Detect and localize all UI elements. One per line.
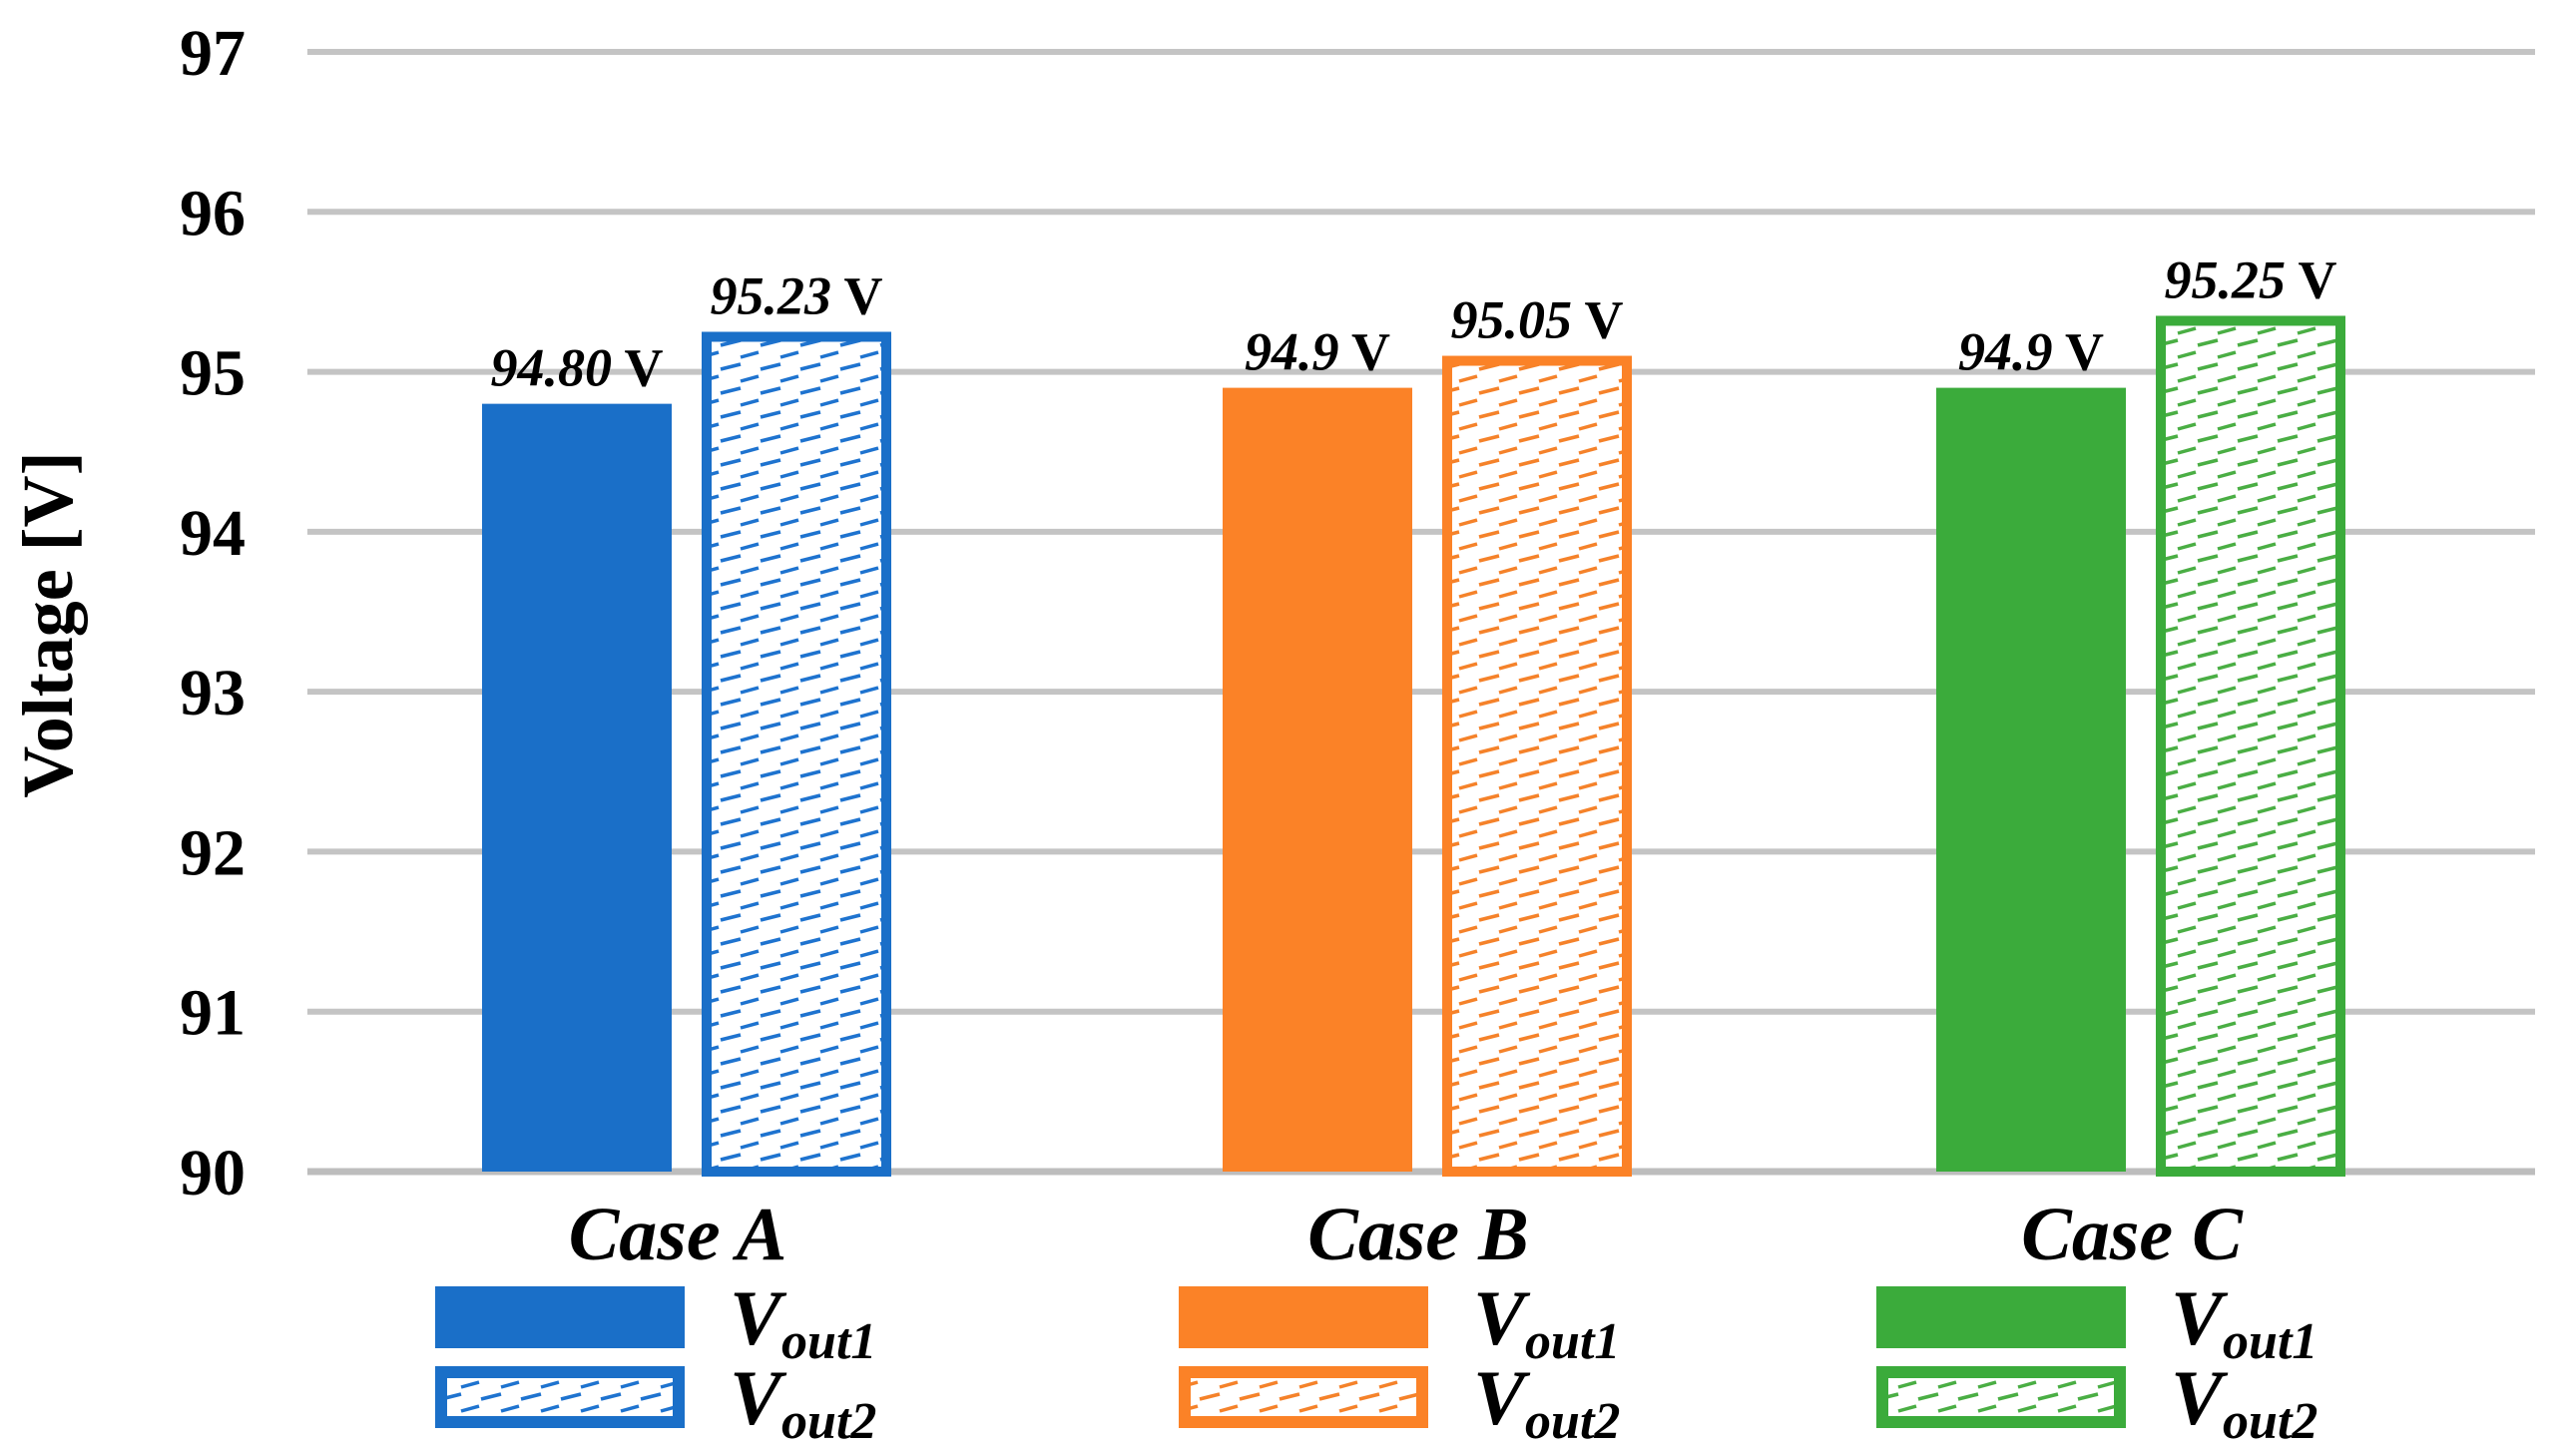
bar-vout2-case-a [702, 331, 891, 1177]
data-label: 95.25 V [2164, 249, 2336, 309]
y-tick-label: 95 [180, 337, 246, 410]
legend-label-vout1: Vout1 [1473, 1274, 1620, 1370]
bar-vout1-case-b [1223, 387, 1412, 1173]
legend-swatch-vout2 [1876, 1366, 2126, 1428]
category-labels: Case A Case B Case C [569, 1193, 2245, 1276]
data-label: 94.80 V [490, 338, 663, 398]
bar-vout1-case-a [482, 403, 672, 1173]
bar-vout2-case-c [2156, 315, 2345, 1177]
category-label: Case C [2021, 1193, 2244, 1276]
legend-swatch-vout1 [1179, 1286, 1428, 1348]
legend-label-vout2: Vout2 [2171, 1354, 2317, 1450]
data-label: 95.23 V [710, 266, 882, 326]
y-tick-label: 90 [180, 1137, 246, 1210]
data-labels: 94.80 V 95.23 V 94.9 V 95.05 V 94.9 V 95.25 V [490, 249, 2336, 397]
data-label: 94.9 V [1958, 322, 2104, 382]
y-axis-ticks: 90 91 92 93 94 95 96 97 [180, 17, 246, 1210]
legend-swatch-vout2 [1179, 1366, 1428, 1428]
y-tick-label: 93 [180, 657, 246, 729]
y-tick-label: 94 [180, 497, 246, 570]
y-tick-label: 97 [180, 17, 246, 90]
bar-vout2-case-b [1442, 355, 1632, 1177]
legend-label-vout2: Vout2 [730, 1354, 876, 1450]
data-label: 94.9 V [1245, 322, 1390, 382]
category-label: Case B [1307, 1193, 1529, 1276]
y-tick-label: 91 [180, 977, 246, 1050]
legend-swatch-vout1 [435, 1286, 685, 1348]
y-tick-label: 96 [180, 177, 246, 249]
y-axis-label: Voltage [V] [8, 451, 88, 797]
legend-label-vout1: Vout1 [2171, 1274, 2317, 1370]
y-tick-label: 92 [180, 816, 246, 889]
legend-label-vout1: Vout1 [730, 1274, 876, 1370]
data-label: 95.05 V [1450, 290, 1623, 350]
bars [482, 315, 2345, 1177]
legend-swatch-vout1 [1876, 1286, 2126, 1348]
bar-vout1-case-c [1936, 387, 2126, 1173]
legend-label-vout2: Vout2 [1473, 1354, 1620, 1450]
category-label: Case A [569, 1193, 787, 1276]
legend-swatch-vout2 [435, 1366, 685, 1428]
